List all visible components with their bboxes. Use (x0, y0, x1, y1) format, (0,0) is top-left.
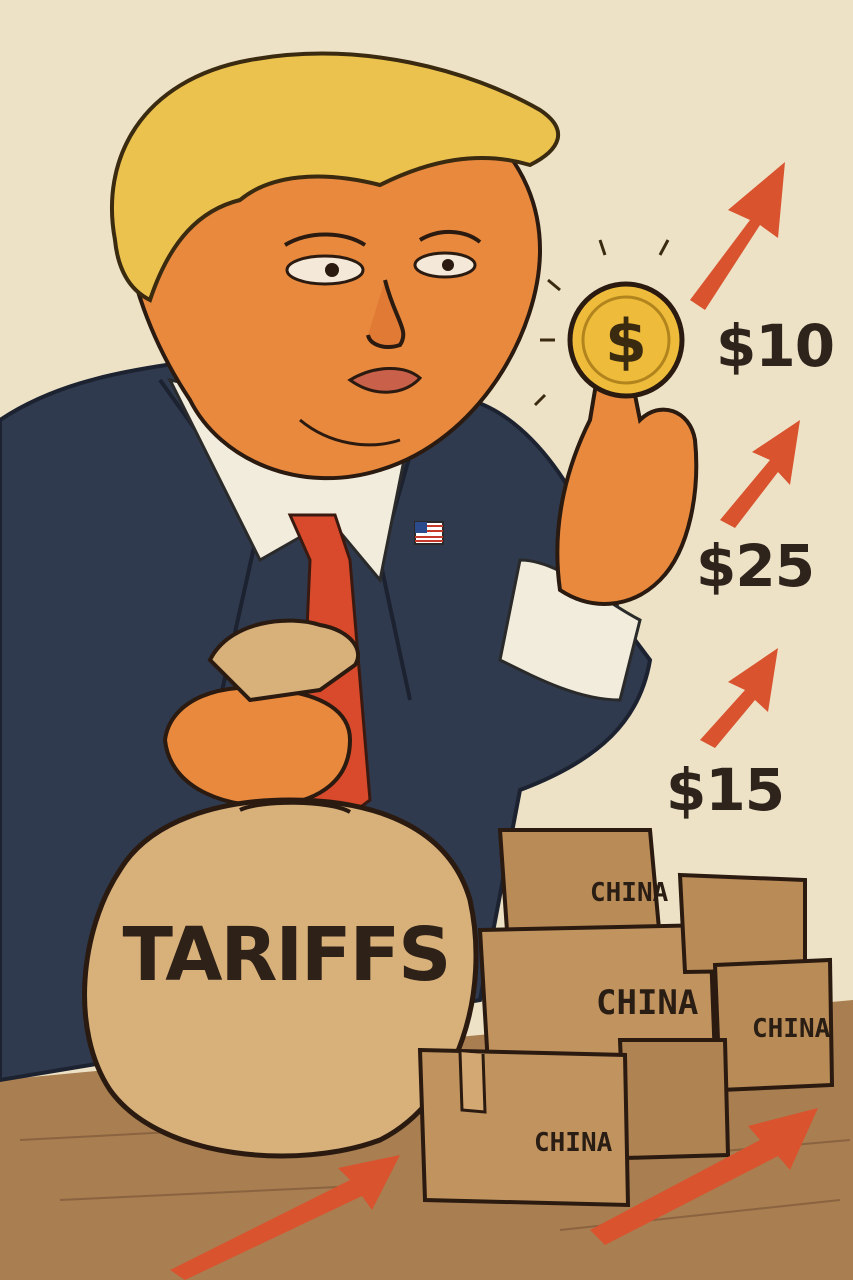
china-boxes (417, 828, 835, 1208)
box-label: CHINA (534, 1128, 613, 1158)
box-label: CHINA (590, 878, 669, 908)
box-label: CHINA (596, 983, 699, 1023)
box-label: CHINA (752, 1014, 831, 1044)
dollar-coin-icon: $ (533, 239, 685, 407)
tariffs-bag (82, 618, 479, 1159)
bag-label: TARIFFS (122, 912, 452, 998)
up-arrow-icon (170, 162, 818, 1280)
coin-symbol: $ (605, 307, 647, 377)
price-label-15: $15 (666, 756, 785, 824)
hair (110, 51, 561, 303)
price-label-10: $10 (716, 312, 835, 380)
price-label-25: $25 (696, 532, 815, 600)
left-hand (162, 685, 353, 808)
raised-hand (498, 352, 699, 702)
flag-pin-icon (414, 521, 444, 545)
